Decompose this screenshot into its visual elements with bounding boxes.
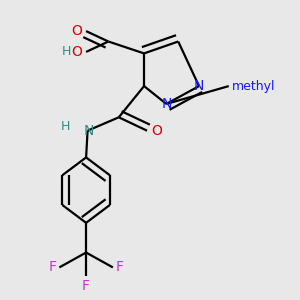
Text: O: O xyxy=(71,24,82,38)
Text: N: N xyxy=(84,124,94,138)
Text: F: F xyxy=(116,260,124,274)
Text: H: H xyxy=(62,45,71,58)
Text: N: N xyxy=(161,97,172,111)
Text: H: H xyxy=(61,120,70,133)
Text: methyl: methyl xyxy=(232,80,275,93)
Text: F: F xyxy=(48,260,56,274)
Text: O: O xyxy=(71,45,82,59)
Text: N: N xyxy=(194,79,204,93)
Text: O: O xyxy=(152,124,162,138)
Text: F: F xyxy=(82,279,90,293)
